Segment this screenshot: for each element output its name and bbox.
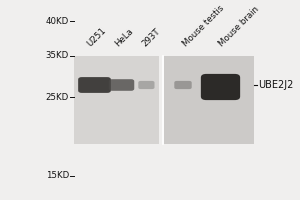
FancyBboxPatch shape (201, 74, 240, 100)
Text: 40KD: 40KD (46, 17, 69, 25)
FancyBboxPatch shape (78, 77, 111, 93)
Text: 35KD: 35KD (46, 51, 69, 60)
Text: 293T: 293T (140, 26, 162, 48)
Bar (164, 56, 254, 144)
Text: U251: U251 (85, 25, 108, 48)
Text: UBE2J2: UBE2J2 (259, 80, 294, 90)
FancyBboxPatch shape (138, 81, 154, 89)
Text: Mouse brain: Mouse brain (217, 4, 261, 48)
Text: 25KD: 25KD (46, 92, 69, 102)
FancyBboxPatch shape (109, 79, 134, 91)
Bar (74, 56, 159, 144)
Text: Mouse testis: Mouse testis (181, 3, 226, 48)
Text: 15KD: 15KD (46, 171, 69, 180)
FancyBboxPatch shape (174, 81, 192, 89)
Text: HeLa: HeLa (114, 26, 136, 48)
